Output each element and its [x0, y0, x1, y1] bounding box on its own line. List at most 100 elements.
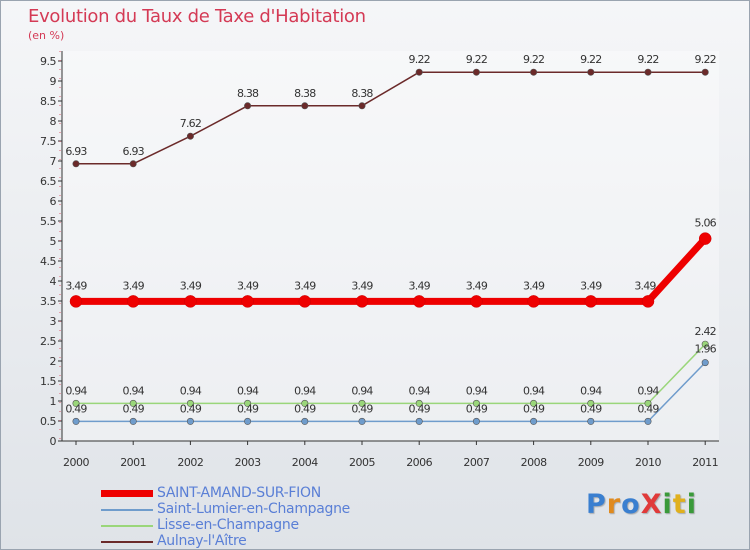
data-point — [126, 295, 140, 308]
y-tick-label: 0 — [50, 435, 57, 448]
data-point — [587, 399, 595, 407]
data-label: 9.22 — [580, 53, 601, 66]
data-label: 0.94 — [466, 384, 488, 397]
data-point — [587, 417, 595, 425]
data-label: 9.22 — [695, 53, 716, 66]
legend-swatch — [101, 509, 153, 511]
data-label: 3.49 — [123, 279, 145, 292]
data-point — [301, 399, 309, 407]
data-label: 0.94 — [637, 384, 659, 397]
data-point — [701, 68, 709, 76]
data-point — [415, 399, 423, 407]
data-point — [530, 417, 538, 425]
data-label: 0.94 — [65, 384, 87, 397]
y-tick-label: 3.5 — [40, 295, 56, 308]
data-point — [129, 399, 137, 407]
data-label: 0.94 — [123, 384, 145, 397]
data-label: 0.49 — [637, 402, 659, 415]
y-tick-label: 8.5 — [40, 95, 56, 108]
data-point — [358, 399, 366, 407]
data-label: 3.49 — [351, 279, 373, 292]
data-label: 2.42 — [695, 325, 716, 338]
y-tick-label: 0.5 — [40, 415, 56, 428]
y-tick-label: 4.5 — [40, 255, 56, 268]
data-label: 3.49 — [634, 279, 656, 292]
data-point — [72, 417, 80, 425]
data-label: 0.49 — [65, 402, 87, 415]
data-point — [641, 295, 655, 308]
data-point — [415, 68, 423, 76]
data-label: 3.49 — [237, 279, 259, 292]
y-tick-label: 2.5 — [40, 335, 56, 348]
x-tick-label: 2011 — [692, 456, 718, 469]
data-point — [644, 417, 652, 425]
y-tick-label: 8 — [50, 115, 57, 128]
series-line-3 — [75, 71, 706, 165]
data-label: 3.49 — [523, 279, 545, 292]
data-label: 0.49 — [123, 402, 145, 415]
x-tick-label: 2010 — [635, 456, 661, 469]
data-point — [644, 399, 652, 407]
data-label: 3.49 — [65, 279, 87, 292]
y-tick-label: 5.5 — [40, 215, 56, 228]
plot-area — [62, 51, 719, 441]
data-point — [698, 232, 712, 245]
logo-letter: i — [662, 489, 673, 520]
data-point — [358, 417, 366, 425]
data-label: 3.49 — [294, 279, 316, 292]
data-label: 0.49 — [523, 402, 545, 415]
data-label: 8.38 — [237, 87, 259, 100]
data-point — [701, 340, 709, 348]
data-point — [470, 295, 483, 308]
data-label: 0.49 — [409, 402, 431, 415]
data-point — [244, 399, 252, 407]
x-tick-label: 2005 — [349, 456, 375, 469]
data-label: 0.49 — [294, 402, 316, 415]
legend-swatch — [101, 525, 153, 527]
legend-label: SAINT-AMAND-SUR-FION — [157, 485, 321, 501]
data-point — [72, 399, 80, 407]
data-label: 0.49 — [180, 402, 202, 415]
data-point — [358, 102, 366, 110]
y-tick-label: 6.5 — [40, 175, 56, 188]
legend-label: Aulnay-l'Aître — [157, 533, 247, 549]
data-label: 0.94 — [409, 384, 431, 397]
legend-swatch — [101, 541, 153, 543]
x-tick-label: 2007 — [463, 456, 489, 469]
data-label: 3.49 — [466, 279, 488, 292]
logo-letter: X — [640, 489, 663, 520]
x-tick-label: 2009 — [578, 456, 604, 469]
y-tick-label: 6 — [50, 195, 57, 208]
y-tick-label: 1.5 — [40, 375, 56, 388]
data-label: 1.96 — [695, 343, 717, 356]
data-point — [244, 417, 252, 425]
data-point — [72, 160, 80, 168]
y-tick-label: 1 — [50, 395, 57, 408]
data-label: 0.49 — [237, 402, 259, 415]
x-tick-label: 2000 — [63, 456, 89, 469]
logo-letter: i — [686, 489, 697, 520]
data-label: 7.62 — [180, 117, 201, 130]
y-tick-label: 9 — [50, 75, 57, 88]
legend-label: Saint-Lumier-en-Champagne — [157, 501, 350, 517]
y-tick-label: 7 — [50, 155, 57, 168]
data-point — [69, 295, 83, 308]
series-line-1 — [75, 361, 706, 423]
data-label: 0.94 — [580, 384, 602, 397]
data-point — [587, 68, 595, 76]
data-label: 3.49 — [409, 279, 431, 292]
data-point — [186, 132, 194, 140]
y-axis-unit-label: (en %) — [28, 29, 65, 42]
data-point — [186, 417, 194, 425]
data-label: 3.49 — [580, 279, 602, 292]
data-label: 0.94 — [180, 384, 202, 397]
y-tick-label: 3 — [50, 315, 57, 328]
data-label: 0.49 — [580, 402, 602, 415]
data-label: 0.94 — [294, 384, 316, 397]
y-tick-label: 9.5 — [40, 55, 56, 68]
data-label: 9.22 — [523, 53, 544, 66]
x-tick-label: 2001 — [120, 456, 146, 469]
data-point — [129, 417, 137, 425]
data-point — [186, 399, 194, 407]
